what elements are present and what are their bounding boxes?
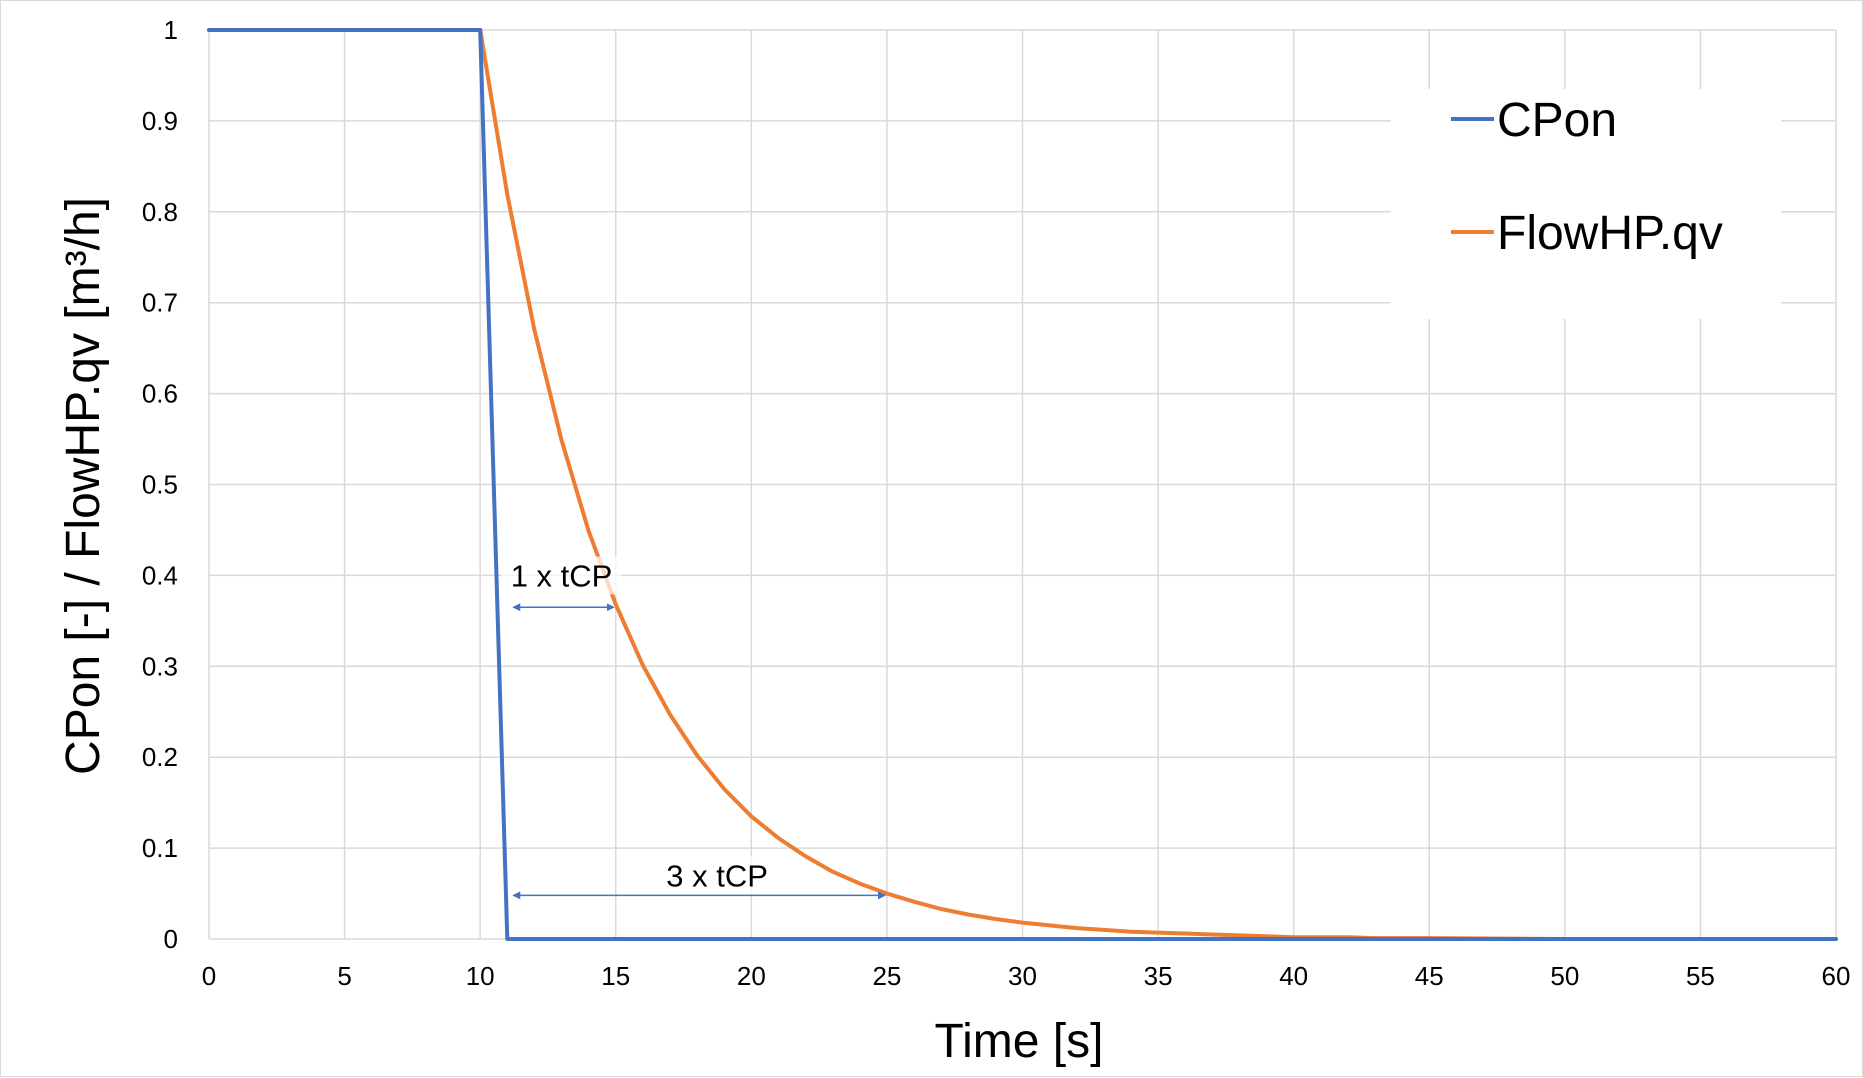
annotation-label-background xyxy=(501,556,622,595)
y-tick-label: 0.4 xyxy=(142,560,178,590)
x-tick-label: 35 xyxy=(1144,961,1173,991)
y-tick-label: 0.7 xyxy=(142,288,178,318)
tick-labels: 0 5 10 15 20 25 30 35 40 45 50 55 60 0 0.1 0.2 0.3 0.4 0.5… xyxy=(142,15,1851,991)
x-axis-title: Time [s] xyxy=(935,1015,1104,1068)
x-tick-label: 5 xyxy=(337,961,351,991)
annotation-label-background xyxy=(657,856,778,895)
series-line-cpon xyxy=(207,28,1838,941)
x-tick-label: 10 xyxy=(466,961,495,991)
legend-label: CPon xyxy=(1497,94,1617,147)
y-tick-label: 0 xyxy=(164,924,178,954)
annotation-label: 3 x tCP xyxy=(666,858,768,893)
y-tick-label: 0.8 xyxy=(142,197,178,227)
y-tick-label: 0.1 xyxy=(142,833,178,863)
x-tick-label: 60 xyxy=(1822,961,1851,991)
x-tick-label: 50 xyxy=(1550,961,1579,991)
y-axis-title: CPon [-] / FlowHP.qv [m³/h] xyxy=(57,197,110,775)
y-tick-label: 0.6 xyxy=(142,379,178,409)
x-tick-label: 0 xyxy=(202,961,216,991)
x-tick-label: 15 xyxy=(601,961,630,991)
x-tick-label: 40 xyxy=(1279,961,1308,991)
y-tick-label: 1 xyxy=(164,15,178,45)
x-tick-label: 30 xyxy=(1008,961,1037,991)
y-tick-label: 0.9 xyxy=(142,106,178,136)
legend-box xyxy=(1391,89,1781,319)
annotations: 1 x tCP 3 x tCP xyxy=(501,556,886,900)
legend: CPon FlowHP.qv xyxy=(1391,89,1781,319)
y-tick-label: 0.3 xyxy=(142,651,178,681)
x-tick-label: 25 xyxy=(872,961,901,991)
x-tick-label: 55 xyxy=(1686,961,1715,991)
x-tick-label: 45 xyxy=(1415,961,1444,991)
y-tick-label: 0.5 xyxy=(142,470,178,500)
legend-label: FlowHP.qv xyxy=(1497,207,1723,260)
x-tick-label: 20 xyxy=(737,961,766,991)
series-lines xyxy=(207,28,1838,941)
y-tick-label: 0.2 xyxy=(142,742,178,772)
annotation-label: 1 x tCP xyxy=(511,558,613,593)
